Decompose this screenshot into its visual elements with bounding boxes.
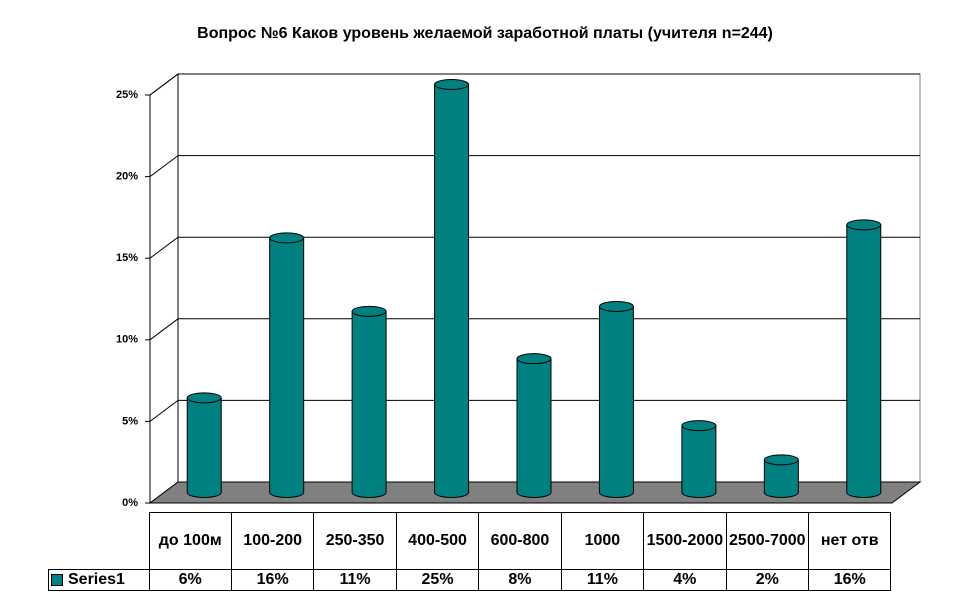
cylinder [434, 79, 470, 498]
cylinder-top [681, 420, 717, 432]
grid-line [149, 155, 920, 178]
cylinder-body [763, 459, 799, 498]
value-label: 16% [807, 569, 892, 591]
cylinder-top [351, 305, 387, 317]
cylinder-top [269, 232, 305, 244]
side-wall [149, 73, 179, 504]
cylinder-body [516, 358, 552, 498]
category-label: 100-200 [230, 512, 315, 570]
value-label: 11% [560, 569, 645, 591]
grid-line [149, 236, 920, 259]
value-label: 16% [230, 569, 315, 591]
cylinder [269, 232, 305, 498]
cylinder [186, 392, 222, 498]
grid-line [149, 318, 920, 341]
chart-title: Вопрос №6 Каков уровень желаемой заработ… [197, 25, 773, 42]
cylinder [598, 300, 634, 498]
chart: Вопрос №6 Каков уровень желаемой заработ… [116, 25, 922, 509]
cylinder-body [681, 425, 717, 498]
cylinder-body [434, 84, 470, 498]
category-label: 1000 [560, 512, 645, 570]
cylinder-top [846, 219, 882, 231]
category-row: до 100м 100-200 250-350 400-500 600-800 1000 1… [48, 512, 892, 570]
cylinder-body [186, 397, 222, 498]
cylinder-body [598, 305, 634, 498]
y-tick-label: 20% [116, 171, 138, 183]
grid-line [149, 399, 920, 422]
cylinder-top [186, 392, 222, 404]
cylinder-body [846, 224, 882, 498]
value-label: 25% [395, 569, 480, 591]
cylinder-top [763, 454, 799, 466]
value-row: Series1 6% 16% 11% 25% 8% 11% 4% 2% 16% [48, 569, 892, 591]
corner-cell [48, 512, 150, 570]
cylinder [351, 305, 387, 498]
y-tick-label: 15% [116, 252, 138, 264]
cylinder [763, 454, 799, 498]
y-tick-label: 10% [116, 334, 138, 346]
cylinder [516, 353, 552, 498]
value-label: 8% [478, 569, 562, 591]
cylinder-top [434, 79, 470, 90]
legend-swatch [51, 573, 63, 586]
category-label: нет отв [807, 512, 892, 570]
cylinder [846, 219, 882, 498]
value-label: 2% [725, 569, 810, 591]
grid-line [149, 73, 920, 96]
cylinder-body [351, 310, 387, 498]
y-tick-label: 25% [116, 89, 138, 101]
category-label: 1500-2000 [643, 512, 727, 570]
cylinder-top [516, 353, 552, 365]
category-label: 600-800 [478, 512, 562, 570]
category-label: до 100м [148, 512, 232, 570]
y-tick-label: 0% [122, 497, 138, 509]
cylinder [681, 420, 717, 498]
cylinder-body [269, 237, 305, 498]
legend-label: Series1 [68, 571, 125, 588]
data-table: до 100м 100-200 250-350 400-500 600-800 1000 1… [48, 512, 892, 591]
legend-cell: Series1 [48, 569, 150, 591]
cylinder-top [598, 300, 634, 312]
category-label: 400-500 [395, 512, 480, 570]
category-label: 250-350 [313, 512, 397, 570]
category-label: 2500-7000 [725, 512, 810, 570]
y-tick-label: 5% [122, 415, 138, 427]
value-label: 6% [148, 569, 232, 591]
value-label: 11% [313, 569, 397, 591]
value-label: 4% [643, 569, 727, 591]
